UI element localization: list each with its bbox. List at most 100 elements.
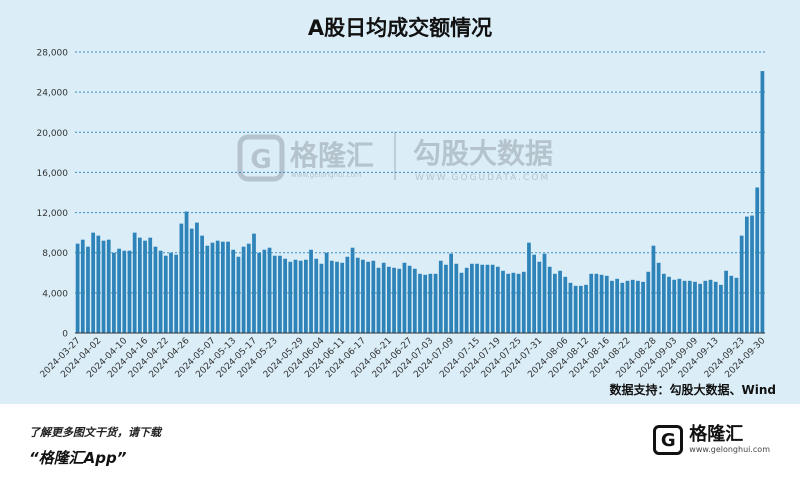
bar [713, 281, 718, 333]
y-tick-label: 4,000 [42, 289, 68, 299]
bar [200, 235, 204, 333]
chart-title: A股日均成交额情况 [307, 16, 493, 40]
bar [272, 255, 277, 333]
bar [636, 280, 640, 333]
bar [361, 259, 365, 333]
bar [246, 243, 251, 333]
bar [641, 281, 645, 333]
bar [480, 264, 485, 333]
bar [475, 263, 479, 333]
bar [96, 235, 101, 333]
bar [314, 258, 319, 333]
bar [220, 241, 225, 333]
bar [573, 285, 578, 333]
watermark-brand-url: www.gelonghui.com [291, 171, 362, 179]
bar [231, 249, 236, 333]
bar [402, 262, 407, 333]
bar [169, 252, 173, 333]
bar [267, 247, 272, 333]
bar [397, 268, 402, 333]
bar [470, 263, 474, 333]
bar [459, 272, 464, 333]
app-name[interactable]: “格隆汇App” [29, 449, 127, 467]
bar [148, 237, 153, 333]
watermark-logo-icon [237, 134, 285, 182]
logo-g-icon: G [653, 425, 684, 455]
bar [532, 254, 537, 333]
watermark-brand: 格隆汇 [290, 139, 374, 172]
bar [625, 280, 630, 333]
bar [750, 215, 754, 333]
bar [112, 252, 116, 333]
bar [163, 255, 168, 333]
bar [329, 260, 334, 333]
bar [428, 273, 433, 333]
bar [584, 284, 588, 333]
bar [387, 266, 391, 333]
download-prompt: 了解更多图文干货，请下载 [29, 426, 161, 439]
bar [226, 241, 230, 333]
bar [309, 249, 313, 333]
bar [392, 267, 396, 333]
y-tick-label: 20,000 [37, 129, 69, 139]
logo-name: 格隆汇 [689, 424, 744, 445]
bar [578, 285, 583, 333]
bar [304, 259, 308, 333]
bar [80, 239, 85, 333]
bar [687, 280, 692, 333]
bar [319, 263, 324, 333]
bar [293, 259, 298, 333]
bar [423, 274, 428, 333]
bar [324, 252, 329, 333]
y-tick-label: 0 [62, 330, 68, 340]
bar [137, 237, 142, 333]
bar [610, 280, 614, 333]
watermark-logo-glyph: G [250, 145, 271, 175]
bar [298, 260, 303, 333]
y-tick-label: 8,000 [42, 249, 68, 259]
bar [490, 264, 495, 333]
y-tick-label: 12,000 [37, 209, 69, 219]
bar [511, 272, 516, 333]
bar [117, 248, 121, 333]
bar [205, 245, 210, 333]
bar [620, 282, 625, 333]
bar [734, 277, 739, 333]
bar [553, 273, 557, 333]
bar [558, 270, 562, 333]
bar [236, 256, 241, 333]
bar [371, 260, 376, 333]
bar [179, 223, 184, 333]
bar [521, 271, 526, 333]
bar [174, 254, 179, 333]
bar [547, 266, 552, 333]
bar [646, 271, 651, 333]
bar [527, 242, 531, 333]
bar [366, 261, 370, 333]
bar [563, 276, 568, 333]
watermark-partner-url: WWW.GOGUDATA.COM [415, 173, 550, 183]
bar [355, 257, 360, 333]
bar [86, 246, 90, 333]
bar [594, 273, 599, 333]
bar [433, 273, 438, 333]
bar [381, 262, 386, 333]
bar [568, 282, 573, 333]
bar [283, 258, 287, 333]
bar [516, 273, 521, 333]
bar [262, 249, 267, 333]
bar [241, 246, 246, 333]
bar [184, 211, 189, 333]
source-label: 数据支持：勾股大数据、Wind [609, 383, 776, 397]
bar [661, 273, 666, 333]
bar [698, 283, 703, 333]
brand-logo: G 格隆汇 www.gelonghui.com [653, 425, 770, 455]
bar [340, 262, 345, 333]
bar [288, 261, 293, 333]
watermark-partner: 勾股大数据 [413, 137, 553, 170]
bar [278, 255, 282, 333]
bar [656, 262, 661, 333]
bar [599, 274, 604, 333]
bar [672, 279, 677, 333]
